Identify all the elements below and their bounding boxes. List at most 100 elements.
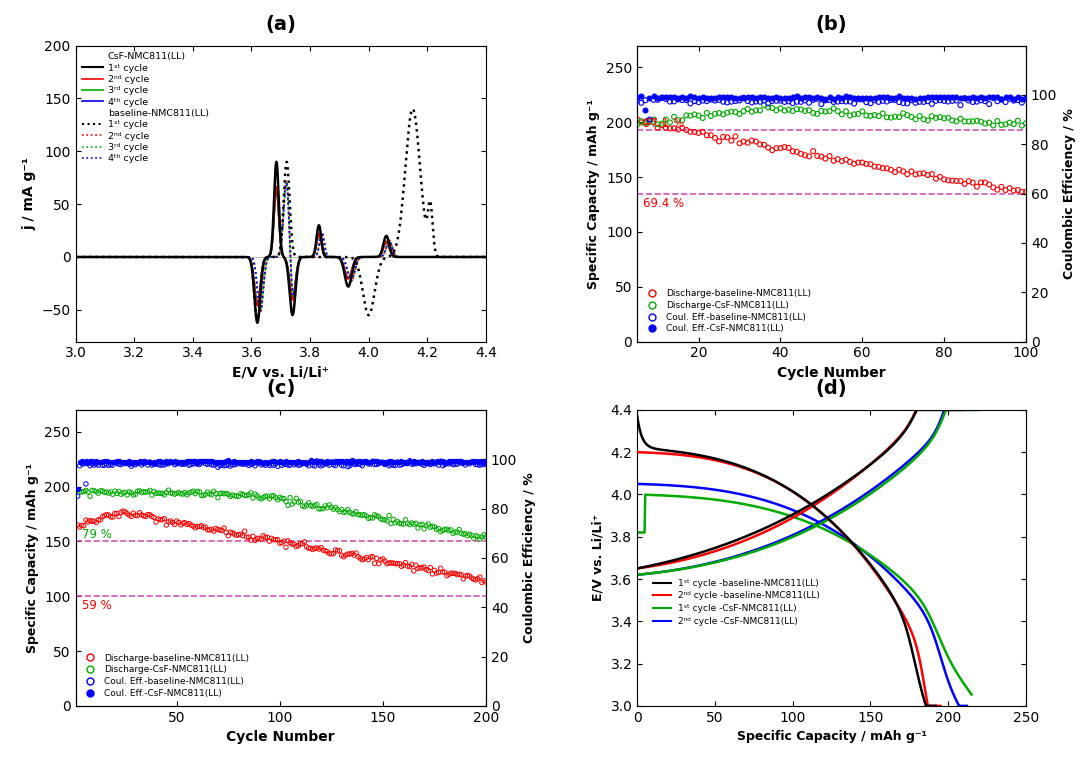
Point <box>294 500 311 512</box>
Point <box>401 455 418 467</box>
Point <box>308 542 325 554</box>
Point <box>434 460 451 472</box>
Point <box>457 455 474 468</box>
Point <box>275 493 293 505</box>
Point <box>98 458 116 470</box>
Point <box>265 459 282 471</box>
Point <box>121 486 138 498</box>
Point <box>858 92 875 104</box>
Point <box>805 107 822 119</box>
Point <box>242 487 259 499</box>
Point <box>183 486 200 498</box>
Point <box>329 545 347 557</box>
Point <box>882 92 900 104</box>
Point <box>69 490 86 502</box>
Point <box>240 531 257 543</box>
Point <box>727 92 744 104</box>
Point <box>271 456 288 468</box>
Point <box>339 548 356 560</box>
Point <box>1013 186 1030 198</box>
Point <box>305 455 322 468</box>
Point <box>640 116 658 128</box>
Point <box>83 458 100 471</box>
Point <box>1017 186 1035 198</box>
Point <box>768 142 785 154</box>
Point <box>238 455 255 468</box>
Point <box>262 458 280 471</box>
Point <box>768 95 785 107</box>
Point <box>305 501 322 513</box>
Point <box>370 458 388 470</box>
Point <box>191 521 208 533</box>
Point <box>448 568 465 581</box>
Point <box>384 513 402 525</box>
Point <box>969 96 986 108</box>
Point <box>164 516 181 528</box>
Point <box>81 455 98 468</box>
Point <box>234 458 252 470</box>
Point <box>265 490 282 502</box>
Point <box>411 518 429 531</box>
Point <box>205 485 222 497</box>
Point <box>341 506 359 518</box>
Point <box>467 530 484 542</box>
Point <box>282 459 299 471</box>
Text: 69.4 %: 69.4 % <box>643 197 684 209</box>
Point <box>210 524 227 536</box>
Point <box>681 97 699 109</box>
Point <box>214 458 231 471</box>
Point <box>375 553 392 565</box>
Point <box>312 455 329 468</box>
Point <box>337 549 354 561</box>
Point <box>397 514 415 526</box>
Point <box>862 92 879 104</box>
Point <box>821 91 838 103</box>
Point <box>993 93 1010 105</box>
Point <box>436 457 454 469</box>
Point <box>426 455 443 468</box>
Point <box>262 532 280 544</box>
Point <box>199 486 216 498</box>
Point <box>972 115 989 128</box>
Point <box>329 503 347 515</box>
Point <box>469 531 486 543</box>
Point <box>302 455 320 467</box>
Point <box>825 93 842 105</box>
Point <box>350 509 367 521</box>
Point <box>976 176 994 188</box>
Point <box>189 457 206 469</box>
Point <box>985 119 1002 131</box>
Point <box>384 557 402 569</box>
Point <box>805 92 822 104</box>
Point <box>944 175 961 187</box>
Point <box>370 558 388 570</box>
Point <box>907 93 924 105</box>
Point <box>775 96 793 108</box>
Point <box>981 117 998 129</box>
Point <box>251 457 268 469</box>
Point <box>432 455 449 468</box>
Point <box>969 181 986 193</box>
Point <box>401 518 418 531</box>
Point <box>919 169 936 181</box>
Point <box>158 455 175 467</box>
Point <box>813 92 831 104</box>
Point <box>327 544 345 556</box>
Point <box>189 458 206 470</box>
Point <box>430 455 447 468</box>
Point <box>670 92 687 104</box>
Point <box>1009 91 1026 103</box>
Point <box>106 507 123 519</box>
Point <box>139 459 157 471</box>
Point <box>214 456 231 468</box>
Point <box>205 456 222 468</box>
Point <box>423 455 441 468</box>
Point <box>180 518 198 530</box>
Point <box>100 487 118 499</box>
Point <box>407 559 424 572</box>
Point <box>418 520 435 532</box>
Point <box>267 534 284 546</box>
Point <box>325 455 342 468</box>
Point <box>735 92 753 104</box>
Point <box>104 511 121 523</box>
